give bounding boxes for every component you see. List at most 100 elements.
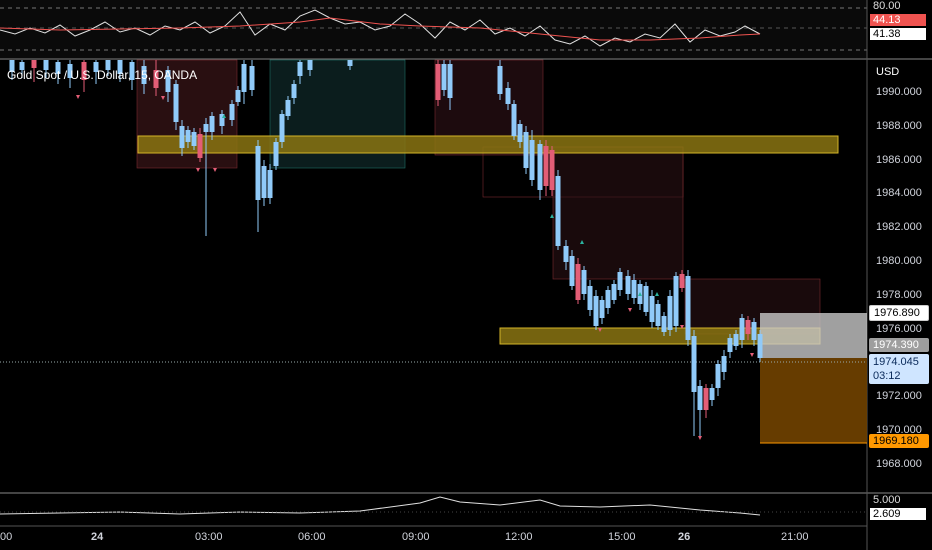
candle-body — [249, 66, 255, 90]
candle-body — [505, 88, 511, 104]
candle-body — [517, 124, 523, 142]
candle-body — [441, 64, 447, 90]
candle-body — [255, 146, 261, 200]
candle-body — [709, 388, 715, 400]
candle-body — [185, 130, 191, 142]
candle-body — [625, 276, 631, 294]
candle-body — [229, 104, 235, 120]
price-tick-label: 1982.000 — [876, 221, 922, 234]
position-target-zone[interactable] — [760, 358, 867, 443]
candle-body — [649, 296, 655, 322]
time-tick-label: 09:00 — [402, 531, 430, 543]
candle-body — [511, 104, 517, 136]
candle-body — [667, 296, 673, 330]
candle-body — [715, 364, 721, 388]
candle-body — [261, 166, 267, 198]
candle-body — [93, 62, 99, 72]
volatility-line — [0, 496, 761, 516]
candle-body — [757, 334, 763, 358]
candle-body — [67, 64, 73, 78]
entry-price-label: 1974.390 — [869, 338, 929, 352]
candle-body — [153, 70, 159, 88]
candle-body — [679, 274, 685, 288]
candle-body — [685, 276, 691, 340]
time-tick-label: 12:00 — [505, 531, 533, 543]
price-tick-label: 1976.000 — [876, 322, 922, 335]
candle-body — [55, 62, 61, 74]
candle-body — [191, 132, 197, 146]
time-tick-label: 24 — [91, 531, 104, 543]
candle-body — [279, 114, 285, 142]
price-tick-label: 1970.000 — [876, 424, 922, 436]
price-tick-label: 1972.000 — [876, 390, 922, 403]
candle-body — [703, 388, 709, 410]
candle-body — [285, 100, 291, 116]
candle-body — [435, 64, 441, 100]
time-tick-label: 15:00 — [608, 531, 636, 543]
time-tick-label: 26 — [678, 531, 691, 543]
candle-body — [643, 286, 649, 312]
position-stop-zone[interactable] — [760, 313, 867, 358]
time-tick-label: 06:00 — [298, 531, 326, 543]
last-price-value: 1974.045 — [873, 356, 919, 368]
price-tick-label: 1968.000 — [876, 457, 922, 470]
time-tick-label: 21:00 — [781, 531, 809, 543]
candle-body — [655, 304, 661, 326]
rsi-ma-line — [0, 17, 761, 41]
candle-body — [727, 338, 733, 352]
candle-body — [31, 60, 37, 68]
price-tick-label: 1990.000 — [876, 86, 922, 98]
price-tick-label: 1978.000 — [876, 288, 922, 301]
candle-body — [81, 62, 87, 80]
candle-body — [537, 144, 543, 190]
candle-body — [347, 60, 353, 66]
candle-body — [497, 66, 503, 94]
key-level-zone[interactable] — [137, 135, 839, 154]
price-tick-label: 1986.000 — [876, 153, 922, 166]
candle-body — [267, 170, 273, 198]
symbol-legend[interactable]: Gold Spot / U.S. Dollar, 15, OANDA — [7, 68, 198, 82]
candle-body — [745, 320, 751, 334]
candle-body — [117, 60, 123, 74]
rsi-value-white: 41.38 — [870, 28, 926, 40]
candle-body — [105, 60, 111, 70]
candle-body — [291, 84, 297, 98]
candle-body — [631, 280, 637, 298]
candle-body — [19, 62, 25, 70]
candle-body — [543, 146, 549, 186]
price-tick-label: 1980.000 — [876, 255, 922, 267]
candle-body — [611, 284, 617, 300]
candle-body — [733, 334, 739, 346]
candle-body — [179, 126, 185, 148]
candle-body — [721, 356, 727, 372]
candle-body — [235, 90, 241, 102]
candle-body — [617, 272, 623, 290]
candle-body — [555, 176, 561, 246]
candlestick-series — [9, 60, 763, 436]
candle-body — [673, 276, 679, 326]
bar-countdown: 03:12 — [873, 370, 901, 382]
price-tick-label: 1988.000 — [876, 119, 922, 132]
candle-body — [593, 296, 599, 326]
candle-body — [529, 140, 535, 180]
candle-body — [697, 386, 703, 410]
candle-body — [605, 290, 611, 308]
candle-body — [307, 60, 313, 70]
candle-body — [751, 322, 757, 340]
candle-body — [241, 64, 247, 92]
price-axis-unit: USD — [876, 66, 900, 78]
candle-body — [599, 300, 605, 318]
candle-body — [129, 62, 135, 80]
candle-body — [297, 62, 303, 76]
candle-body — [273, 142, 279, 166]
last-price-label: 1974.045 03:12 — [869, 354, 929, 384]
rsi-value-red: 44.13 — [870, 14, 926, 26]
signal-markers — [76, 95, 754, 440]
candle-body — [9, 60, 15, 72]
time-tick-label: 03:00 — [195, 531, 223, 543]
time-tick-label: 00 — [0, 531, 13, 543]
candle-body — [587, 286, 593, 310]
candle-body — [165, 70, 171, 92]
volatility-value: 2.609 — [870, 508, 926, 520]
